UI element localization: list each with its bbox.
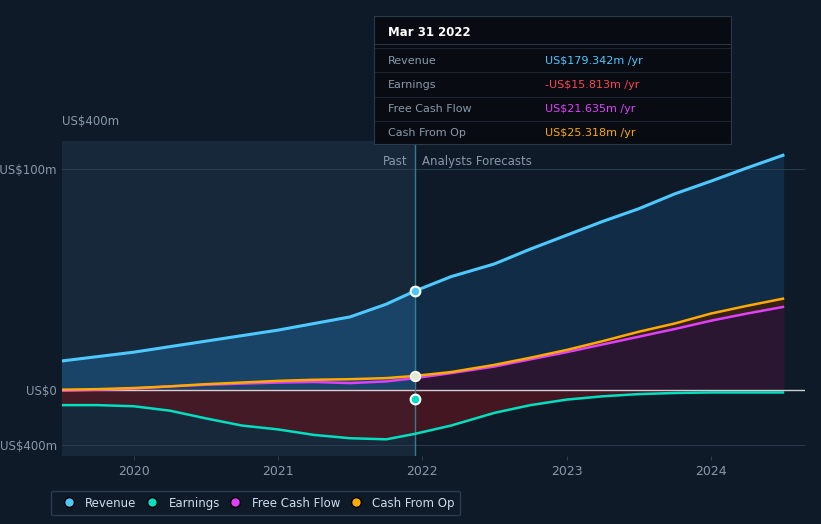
Text: US$25.318m /yr: US$25.318m /yr: [545, 127, 635, 137]
Text: Free Cash Flow: Free Cash Flow: [388, 104, 471, 114]
Text: -US$15.813m /yr: -US$15.813m /yr: [545, 80, 640, 90]
Text: Cash From Op: Cash From Op: [388, 127, 466, 137]
Bar: [62, 141, 415, 456]
Text: US$21.635m /yr: US$21.635m /yr: [545, 104, 635, 114]
Text: Analysts Forecasts: Analysts Forecasts: [422, 155, 532, 168]
Text: US$400m: US$400m: [62, 115, 119, 128]
Text: Earnings: Earnings: [388, 80, 436, 90]
Text: Past: Past: [383, 155, 408, 168]
Legend: Revenue, Earnings, Free Cash Flow, Cash From Op: Revenue, Earnings, Free Cash Flow, Cash …: [51, 490, 461, 516]
Text: US$179.342m /yr: US$179.342m /yr: [545, 56, 643, 66]
Bar: [415, 141, 805, 456]
Text: Mar 31 2022: Mar 31 2022: [388, 26, 470, 39]
Text: Revenue: Revenue: [388, 56, 437, 66]
